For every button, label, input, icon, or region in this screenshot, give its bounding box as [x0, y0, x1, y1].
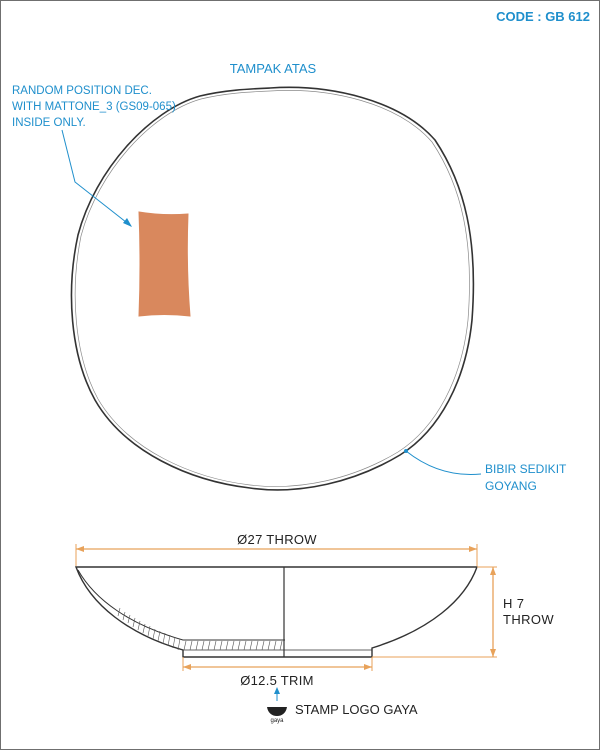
decoration-note-line: INSIDE ONLY. [12, 117, 86, 129]
product-code: CODE : GB 612 [496, 9, 590, 24]
diameter-arrow-left [76, 546, 84, 552]
height-label-line: H 7 [503, 596, 525, 611]
stamp-leader-arrowhead [274, 687, 280, 694]
decoration-note: RANDOM POSITION DEC. WITH MATTONE_3 (GS0… [12, 83, 182, 131]
decoration-leader-line [61, 129, 132, 227]
diameter-label: Ø27 THROW [237, 532, 317, 547]
rim-note-line: BIBIR SEDIKIT [485, 462, 567, 476]
trim-arrow-left [183, 664, 191, 670]
decoration-leader-arrowhead [123, 218, 132, 227]
bowl-inner-profile [77, 569, 285, 641]
rim-leader-dot [404, 449, 408, 453]
rim-note: BIBIR SEDIKIT GOYANG [485, 461, 595, 495]
gaya-logo-icon [267, 707, 287, 716]
gaya-logo-text: gaya [270, 718, 284, 724]
top-view-title: TAMPAK ATAS [229, 61, 317, 76]
decoration-note-line: WITH MATTONE_3 (GS09-065) [12, 101, 176, 113]
section-hatching [117, 607, 283, 651]
trim-label: Ø12.5 TRIM [240, 673, 314, 688]
trim-arrow-right [364, 664, 372, 670]
mattone-decoration-patch [138, 211, 191, 317]
bowl-top-view-outline [70, 86, 475, 491]
decoration-note-line: RANDOM POSITION DEC. [12, 85, 152, 97]
bowl-side-profile [74, 566, 479, 658]
stamp-label: STAMP LOGO GAYA [295, 702, 418, 717]
bowl-top-view-inner-rim [74, 90, 470, 487]
diameter-arrow-right [469, 546, 477, 552]
height-label: H 7 THROW [503, 596, 573, 628]
height-arrow-top [490, 567, 496, 575]
height-label-line: THROW [503, 612, 555, 627]
height-arrow-bottom [490, 649, 496, 657]
rim-leader-line [405, 450, 482, 475]
rim-note-line: GOYANG [485, 479, 537, 493]
